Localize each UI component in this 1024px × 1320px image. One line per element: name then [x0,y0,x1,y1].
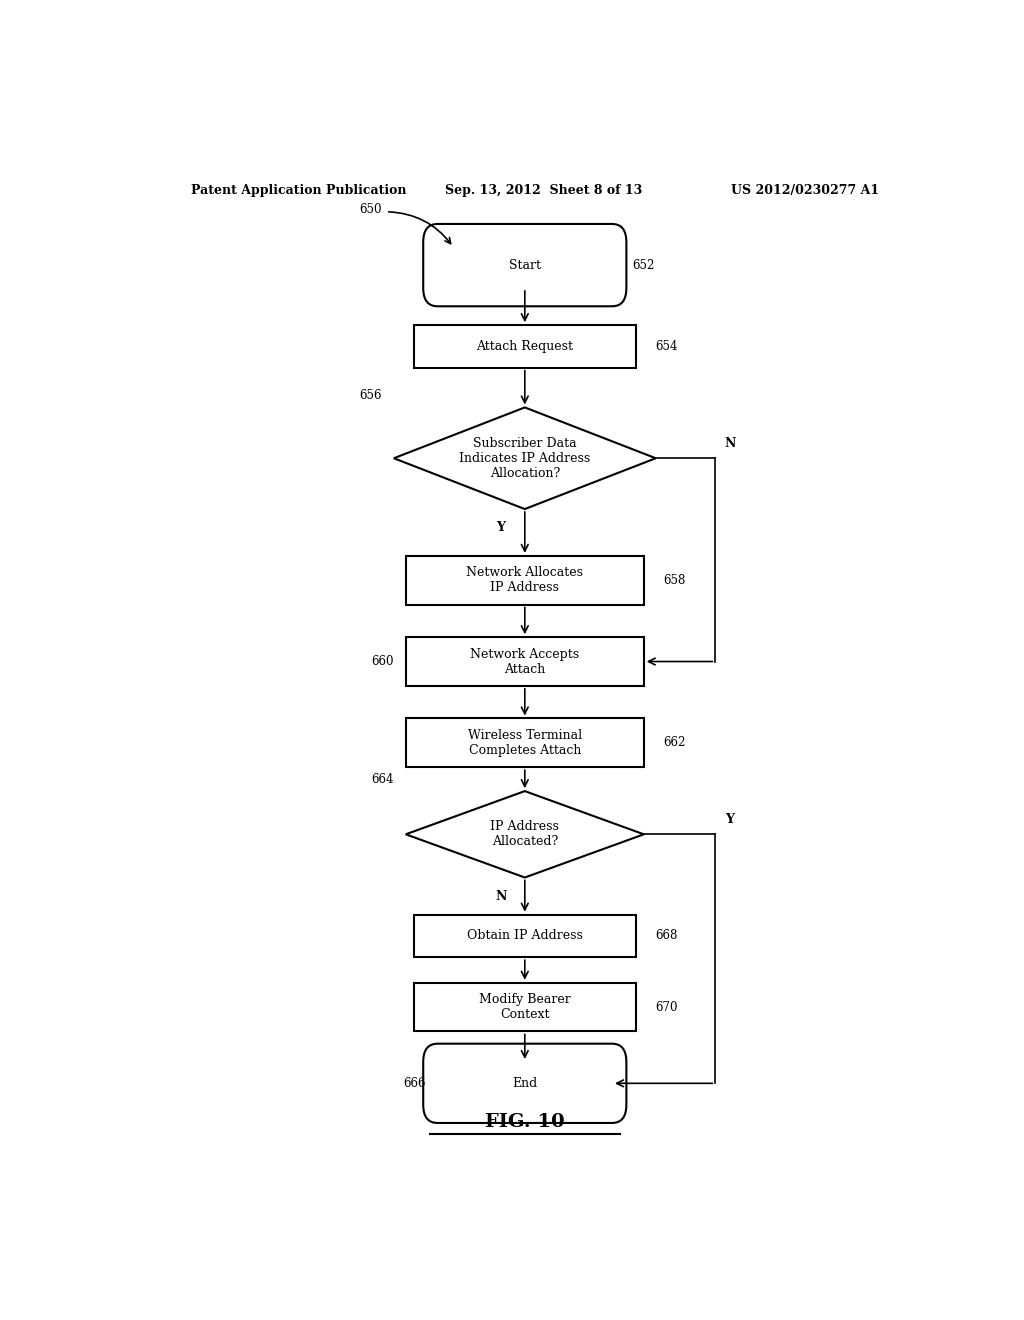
Text: 668: 668 [655,929,678,942]
Text: 662: 662 [664,737,686,750]
Text: Patent Application Publication: Patent Application Publication [191,183,407,197]
FancyBboxPatch shape [423,224,627,306]
Text: US 2012/0230277 A1: US 2012/0230277 A1 [731,183,880,197]
Polygon shape [406,791,644,878]
Text: Sep. 13, 2012  Sheet 8 of 13: Sep. 13, 2012 Sheet 8 of 13 [445,183,643,197]
Bar [414,915,636,957]
Text: Y: Y [725,813,734,826]
Text: Network Allocates
IP Address: Network Allocates IP Address [466,566,584,594]
Text: Wireless Terminal
Completes Attach: Wireless Terminal Completes Attach [468,729,582,756]
Text: IP Address
Allocated?: IP Address Allocated? [490,820,559,849]
Text: Obtain IP Address: Obtain IP Address [467,929,583,942]
Text: End: End [512,1077,538,1090]
FancyBboxPatch shape [423,1044,627,1123]
Text: 654: 654 [655,341,678,352]
Text: Modify Bearer
Context: Modify Bearer Context [479,993,570,1022]
Text: Start: Start [509,259,541,272]
Text: 656: 656 [359,389,382,403]
Text: 666: 666 [403,1077,426,1090]
Text: 664: 664 [372,774,394,785]
Text: 652: 652 [632,259,654,272]
Polygon shape [394,408,655,510]
Text: N: N [725,437,736,450]
Bar [414,982,636,1031]
Text: N: N [496,890,507,903]
Text: Subscriber Data
Indicates IP Address
Allocation?: Subscriber Data Indicates IP Address All… [459,437,591,479]
Text: 670: 670 [655,1001,678,1014]
Bar [406,556,644,605]
Text: 658: 658 [664,574,686,586]
Text: Network Accepts
Attach: Network Accepts Attach [470,648,580,676]
Text: Attach Request: Attach Request [476,341,573,352]
Text: 660: 660 [372,655,394,668]
Text: 650: 650 [358,203,381,216]
Text: Y: Y [497,521,506,533]
Text: FIG. 10: FIG. 10 [485,1113,564,1131]
Bar [406,638,644,686]
Bar [414,325,636,368]
Bar [406,718,644,767]
